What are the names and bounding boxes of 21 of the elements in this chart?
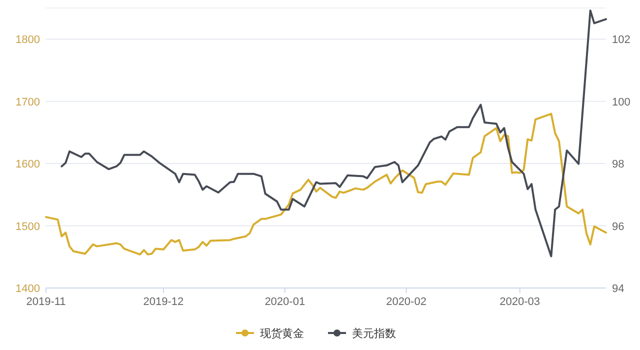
y2-tick-label: 98	[612, 158, 624, 171]
y-tick-label: 1700	[16, 96, 40, 108]
line-series	[60, 9, 607, 258]
x-tick-label: 2020-02	[386, 296, 426, 308]
x-tick-label: 2019-12	[143, 296, 184, 308]
y-tick-label: 1500	[16, 220, 40, 233]
y2-tick-label: 96	[612, 220, 624, 233]
x-tick-label: 2020-01	[264, 296, 306, 308]
x-tick-label: 2020-03	[500, 296, 540, 308]
legend-item: 美元指数	[328, 328, 396, 340]
x-tick-label: 2019-11	[26, 296, 66, 308]
y2-tick-label: 94	[612, 283, 624, 295]
line-series	[45, 112, 607, 256]
y2-tick-label: 102	[612, 34, 630, 46]
y-tick-label: 1600	[16, 158, 40, 171]
y2-tick-label: 100	[612, 96, 630, 108]
y-tick-label: 1800	[16, 34, 40, 46]
y-tick-label: 1400	[16, 283, 40, 295]
legend-item: 现货黄金	[236, 328, 304, 340]
legend-label: 现货黄金	[260, 327, 304, 340]
legend-label: 美元指数	[352, 327, 396, 340]
